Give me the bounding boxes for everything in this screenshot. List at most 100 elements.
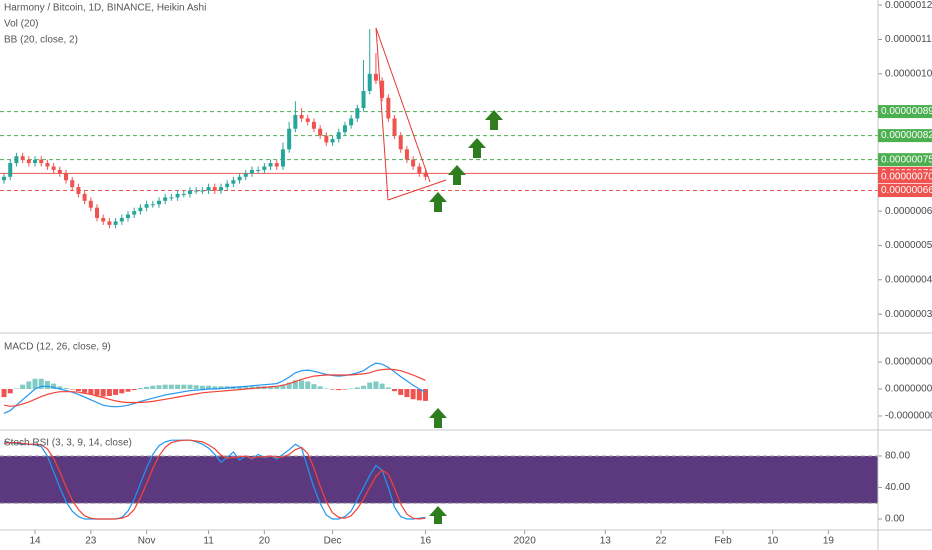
y-tick-label: 40.00 (885, 482, 910, 493)
candle-body (2, 176, 7, 181)
histogram-bar (416, 389, 422, 401)
candle-body (293, 115, 298, 129)
price-badge-label: 0.00000075 (881, 154, 932, 165)
histogram-bar (181, 384, 187, 390)
histogram-bar (398, 389, 404, 395)
candle-body (163, 197, 168, 201)
candle-body (194, 190, 199, 192)
arrow (429, 506, 447, 524)
histogram-bar (113, 389, 119, 395)
candle-body (256, 169, 261, 171)
candle-body (274, 163, 279, 167)
candle-body (70, 180, 75, 188)
candle-body (51, 166, 56, 170)
histogram-bar (317, 386, 323, 390)
histogram-bar (63, 387, 69, 390)
trend-line (375, 27, 389, 201)
histogram-bar (51, 383, 57, 390)
x-tick-label: 23 (85, 536, 97, 547)
candle-body (373, 73, 378, 81)
histogram-bar (423, 389, 429, 401)
histogram-bar (44, 380, 50, 390)
histogram-bar (385, 387, 391, 390)
price-badge-label: 0.00000070 (881, 171, 932, 182)
histogram-bar (57, 386, 63, 390)
indicator-legend: Vol (20) (4, 19, 38, 30)
trend-line (375, 27, 431, 183)
candle-body (95, 207, 100, 218)
arrow (468, 138, 486, 158)
candle-body (8, 163, 13, 177)
candle-body (88, 200, 93, 208)
candle-body (311, 121, 316, 129)
y-tick-label: 80.00 (885, 451, 910, 462)
macd-legend: MACD (12, 26, close, 9) (4, 342, 111, 353)
histogram-bar (348, 388, 354, 390)
indicator-legend: BB (20, close, 2) (4, 35, 78, 46)
price-badge (878, 170, 932, 184)
candle-body (169, 197, 174, 199)
candle-body (144, 204, 149, 208)
candle-body (280, 149, 285, 167)
histogram-bar (342, 389, 348, 390)
histogram-bar (206, 385, 212, 390)
candle-body (423, 173, 428, 177)
trend-drawing (375, 27, 447, 201)
indicator-line (3, 362, 426, 414)
price-badge (878, 184, 932, 198)
x-tick-label: 22 (655, 536, 667, 547)
x-tick-label: 11 (203, 536, 214, 547)
histogram-bar (32, 378, 38, 390)
histogram-bar (26, 381, 32, 390)
histogram-bar (125, 389, 131, 392)
x-tick-label: 16 (420, 536, 432, 547)
candle-body (318, 128, 323, 136)
candle-body (101, 217, 106, 222)
candle-body (125, 214, 130, 218)
candle-body (225, 183, 230, 188)
candle-body (20, 156, 25, 160)
trend-line (387, 179, 447, 201)
price-badge (878, 105, 932, 119)
histogram-bar (1, 389, 7, 398)
histogram-bar (367, 382, 373, 390)
histogram-bar (280, 384, 286, 390)
histogram-bar (243, 386, 249, 390)
histogram-bar (175, 384, 181, 390)
histogram-bar (7, 389, 13, 394)
histogram-bar (286, 382, 292, 390)
histogram-bar (305, 381, 311, 390)
histogram-bar (168, 384, 174, 390)
candle-body (175, 193, 180, 198)
histogram-bar (100, 389, 106, 397)
candle-body (237, 176, 242, 181)
price-badge-label: 0.00000066 (881, 185, 932, 196)
stoch-band (0, 455, 878, 504)
histogram-bar (249, 386, 255, 390)
candle-body (231, 180, 236, 184)
candle-body (342, 125, 347, 133)
arrow (448, 165, 466, 185)
histogram-bar (20, 384, 26, 390)
candle-body (206, 187, 211, 191)
candle-body (330, 139, 335, 143)
histogram-bar (373, 381, 379, 390)
price-badge-label: 0.00000089 (881, 106, 932, 117)
candle-body (212, 187, 217, 191)
candle-body (404, 149, 409, 160)
x-tick-label: Feb (714, 536, 732, 547)
candle-body (299, 115, 304, 119)
histogram-bar (119, 389, 125, 394)
candle-body (76, 187, 81, 194)
histogram-bar (199, 385, 205, 390)
histogram-bar (379, 383, 385, 390)
histogram-bar (13, 388, 19, 390)
price-badge-label: 0.00000082 (881, 130, 932, 141)
candle-body (26, 159, 31, 164)
histogram-bar (88, 389, 94, 395)
